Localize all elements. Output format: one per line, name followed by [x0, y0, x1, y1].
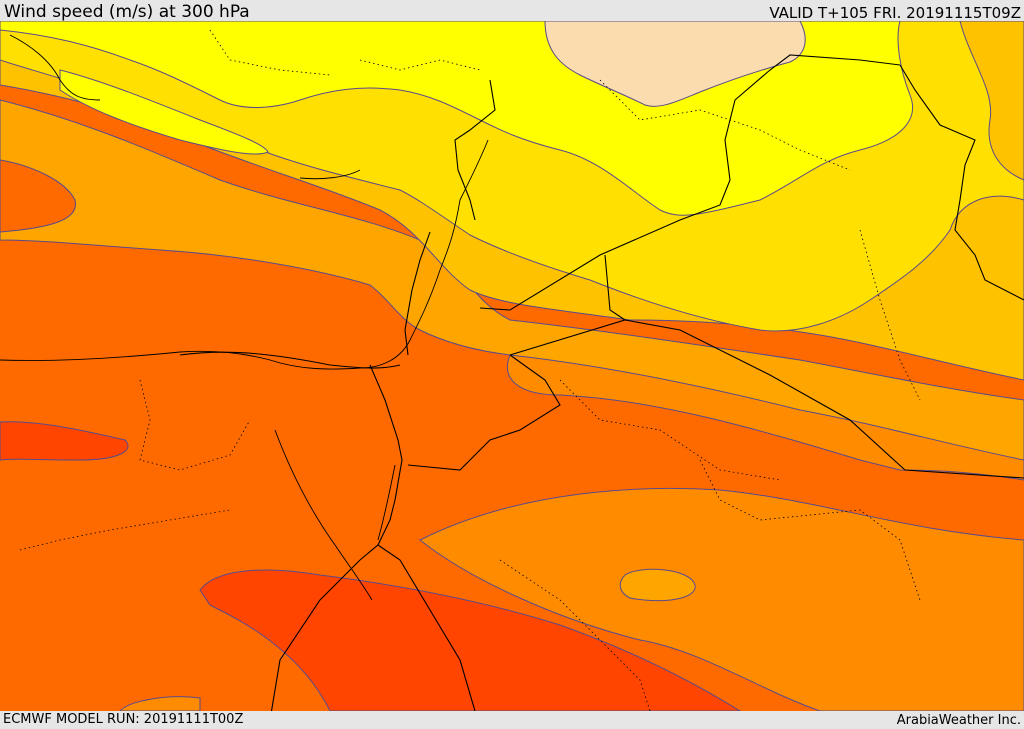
band-high-west-blob	[0, 159, 77, 233]
band-lowest	[544, 21, 806, 107]
credit-label: ArabiaWeather Inc.	[896, 713, 1021, 728]
coastlines	[0, 34, 489, 601]
band-mid	[0, 99, 1024, 461]
map-header: Wind speed (m/s) at 300 hPa VALID T+105 …	[0, 0, 1024, 21]
band-very-low-streak	[59, 69, 269, 155]
band-very-high-sw	[119, 696, 201, 711]
band-very-high-west	[0, 421, 129, 461]
country-boundaries	[179, 54, 1024, 711]
wind-speed-map	[0, 21, 1024, 711]
admin-borders	[19, 29, 921, 711]
map-title: Wind speed (m/s) at 300 hPa	[4, 2, 250, 22]
map-footer: ECMWF MODEL RUN: 20191111T00Z ArabiaWeat…	[0, 711, 1024, 729]
model-run-label: ECMWF MODEL RUN: 20191111T00Z	[3, 712, 244, 727]
band-very-high-sinai	[199, 569, 741, 711]
band-low-mid-east	[959, 21, 1024, 181]
valid-time: VALID T+105 FRI. 20191115T09Z	[769, 4, 1021, 22]
band-mid-high-se	[419, 487, 1024, 711]
band-mid-blob	[619, 568, 696, 602]
